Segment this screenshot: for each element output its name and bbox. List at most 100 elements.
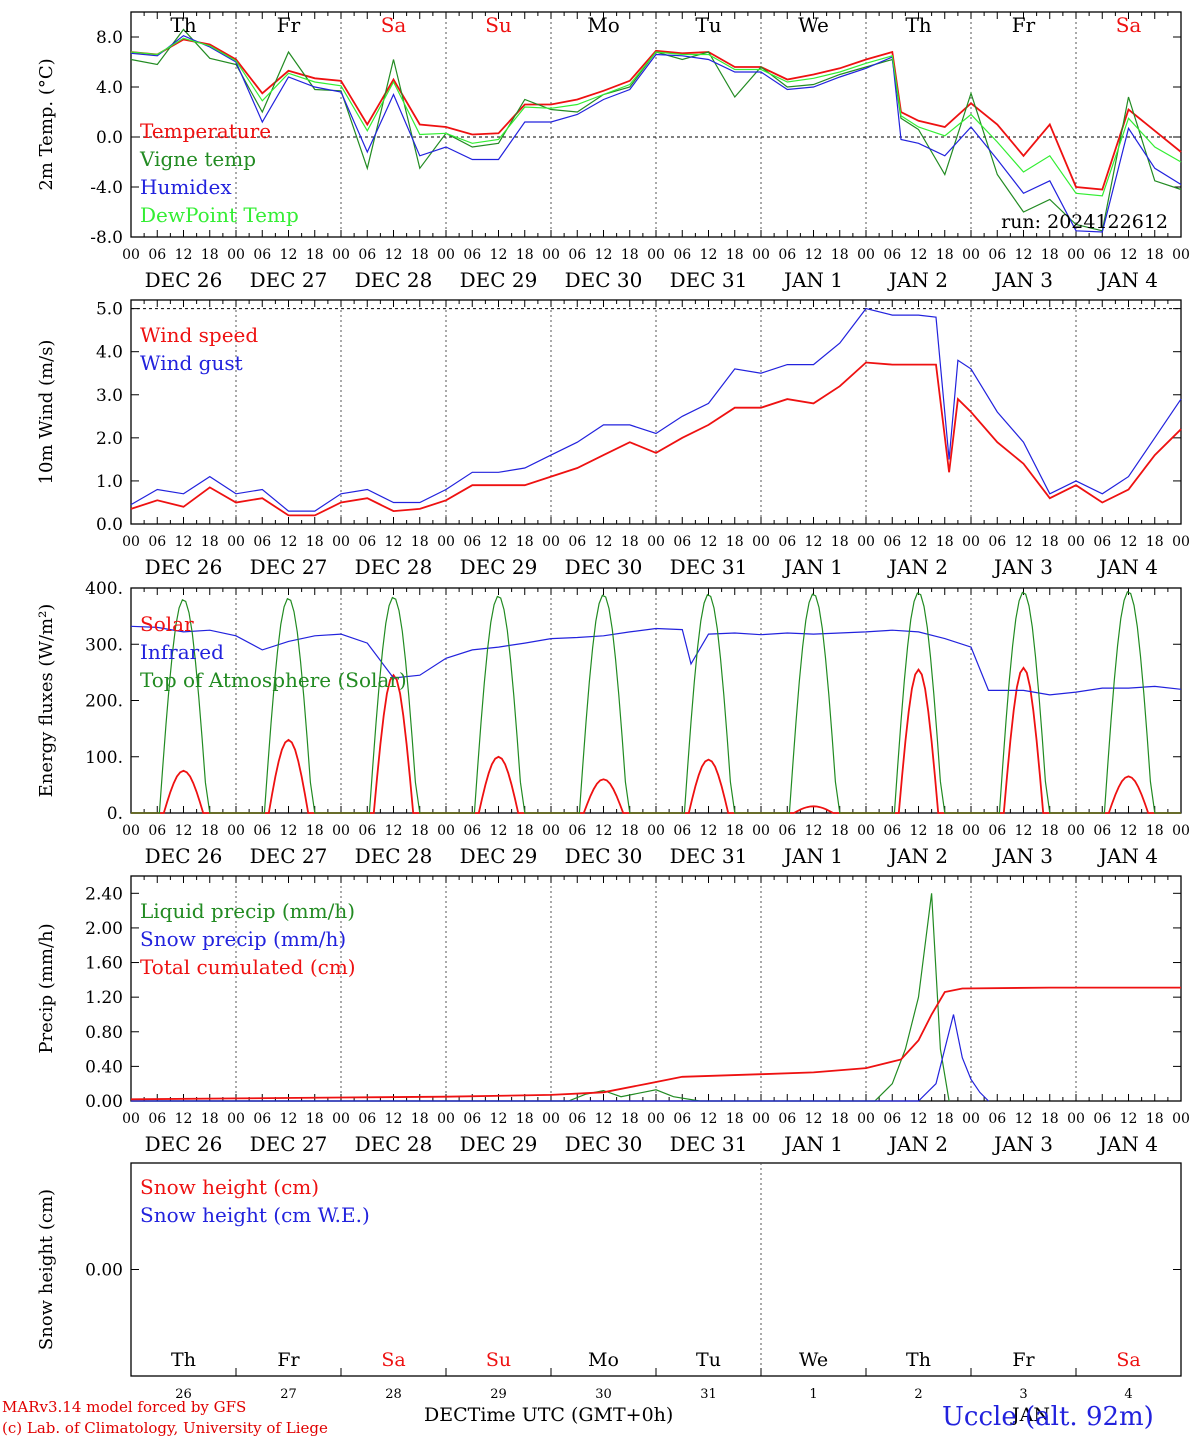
day-number-label: 26 [175, 1387, 192, 1402]
hour-tick-label: 00 [857, 247, 875, 263]
hour-tick-label: 06 [568, 534, 586, 550]
y-tick-label: 0.80 [85, 1023, 123, 1043]
legend-entry: Snow height (cm) [140, 1175, 319, 1199]
hour-tick-label: 18 [1146, 1111, 1164, 1127]
hour-tick-label: 00 [752, 823, 770, 839]
hour-tick-label: 00 [542, 1111, 560, 1127]
hour-tick-label: 06 [463, 1111, 481, 1127]
run-label: run: 2024122612 [1001, 211, 1168, 233]
hour-tick-label: 18 [831, 247, 849, 263]
hour-tick-label: 00 [332, 823, 350, 839]
date-label: JAN 3 [992, 1132, 1053, 1156]
hour-tick-label: 06 [883, 823, 901, 839]
weekday-label: Sa [1116, 1349, 1140, 1371]
panel-1 [130, 11, 1182, 238]
legend-entry: Infrared [140, 640, 224, 664]
hour-tick-label: 12 [280, 247, 298, 263]
hour-tick-label: 06 [253, 534, 271, 550]
date-label: DEC 29 [460, 268, 538, 292]
hour-tick-label: 12 [910, 534, 928, 550]
date-label: DEC 26 [145, 555, 223, 579]
hour-tick-label: 12 [595, 534, 613, 550]
panel-4 [130, 875, 1182, 1102]
hour-tick-label: 00 [227, 1111, 245, 1127]
date-label: DEC 26 [145, 268, 223, 292]
hour-tick-label: 12 [490, 823, 508, 839]
hour-tick-label: 12 [385, 823, 403, 839]
hour-tick-label: 00 [227, 247, 245, 263]
legend-entry: Liquid precip (mm/h) [140, 899, 355, 923]
hour-tick-label: 12 [1015, 823, 1033, 839]
weekday-label: Fr [277, 13, 301, 37]
hour-tick-label: 18 [201, 823, 219, 839]
hour-tick-label: 18 [621, 823, 639, 839]
date-label: JAN 4 [1097, 268, 1158, 292]
hour-tick-label: 00 [122, 534, 140, 550]
hour-tick-label: 00 [752, 1111, 770, 1127]
hour-tick-label: 12 [805, 823, 823, 839]
hour-tick-label: 18 [306, 247, 324, 263]
hour-tick-label: 12 [385, 247, 403, 263]
hour-tick-label: 06 [883, 247, 901, 263]
y-tick-label: 1.0 [96, 472, 123, 492]
y-tick-label: 3.0 [96, 386, 123, 406]
y-tick-label: 100. [85, 748, 123, 768]
y-tick-label: 0.00 [85, 1261, 123, 1281]
date-label: DEC 31 [670, 268, 748, 292]
hour-tick-label: 06 [148, 247, 166, 263]
legend-entry: Temperature [140, 119, 271, 143]
hour-tick-label: 06 [673, 823, 691, 839]
series-line [130, 28, 1182, 232]
hour-tick-label: 06 [568, 823, 586, 839]
hour-tick-label: 12 [595, 247, 613, 263]
hour-tick-label: 18 [306, 534, 324, 550]
hour-tick-label: 06 [988, 534, 1006, 550]
y-axis-label: 2m Temp. (°C) [36, 58, 57, 190]
hour-tick-label: 18 [306, 823, 324, 839]
hour-tick-label: 12 [280, 823, 298, 839]
hour-tick-label: 00 [1067, 823, 1085, 839]
weekday-label: Mo [587, 13, 620, 37]
hour-tick-label: 06 [988, 823, 1006, 839]
hour-tick-label: 12 [700, 1111, 718, 1127]
day-number-label: 3 [1019, 1387, 1027, 1402]
date-label: DEC 28 [355, 1132, 433, 1156]
hour-tick-label: 06 [463, 534, 481, 550]
hour-tick-label: 00 [962, 247, 980, 263]
weekday-label: Tu [696, 1349, 721, 1371]
day-number-label: 27 [280, 1387, 297, 1402]
hour-tick-label: 00 [1172, 823, 1190, 839]
hour-tick-label: 00 [647, 823, 665, 839]
hour-tick-label: 18 [411, 247, 429, 263]
hour-tick-label: 06 [253, 247, 271, 263]
legend-entry: Top of Atmosphere (Solar) [140, 668, 407, 692]
hour-tick-label: 12 [385, 534, 403, 550]
hour-tick-label: 00 [857, 823, 875, 839]
hour-tick-label: 18 [831, 823, 849, 839]
hour-tick-label: 12 [490, 1111, 508, 1127]
hour-tick-label: 18 [1146, 534, 1164, 550]
hour-tick-label: 06 [358, 1111, 376, 1127]
hour-tick-label: 06 [463, 823, 481, 839]
weekday-label: Sa [381, 13, 407, 37]
date-label: DEC 29 [460, 555, 538, 579]
hour-tick-label: 00 [962, 823, 980, 839]
y-tick-label: -8.0 [90, 228, 123, 248]
hour-tick-label: 06 [1093, 1111, 1111, 1127]
y-tick-label: 0.0 [96, 128, 123, 148]
y-axis-label: Energy fluxes (W/m²) [36, 604, 57, 798]
weekday-label: Sa [381, 1349, 405, 1371]
hour-tick-label: 06 [253, 823, 271, 839]
hour-tick-label: 18 [726, 247, 744, 263]
weekday-label: Fr [1012, 1349, 1035, 1371]
hour-tick-label: 00 [437, 247, 455, 263]
series-line [131, 591, 1181, 814]
hour-tick-label: 12 [175, 534, 193, 550]
hour-tick-label: 12 [805, 1111, 823, 1127]
date-label: DEC 27 [250, 844, 328, 868]
hour-tick-label: 18 [516, 534, 534, 550]
hour-tick-label: 12 [1120, 534, 1138, 550]
hour-tick-label: 00 [1172, 534, 1190, 550]
weekday-label: We [799, 1349, 828, 1371]
